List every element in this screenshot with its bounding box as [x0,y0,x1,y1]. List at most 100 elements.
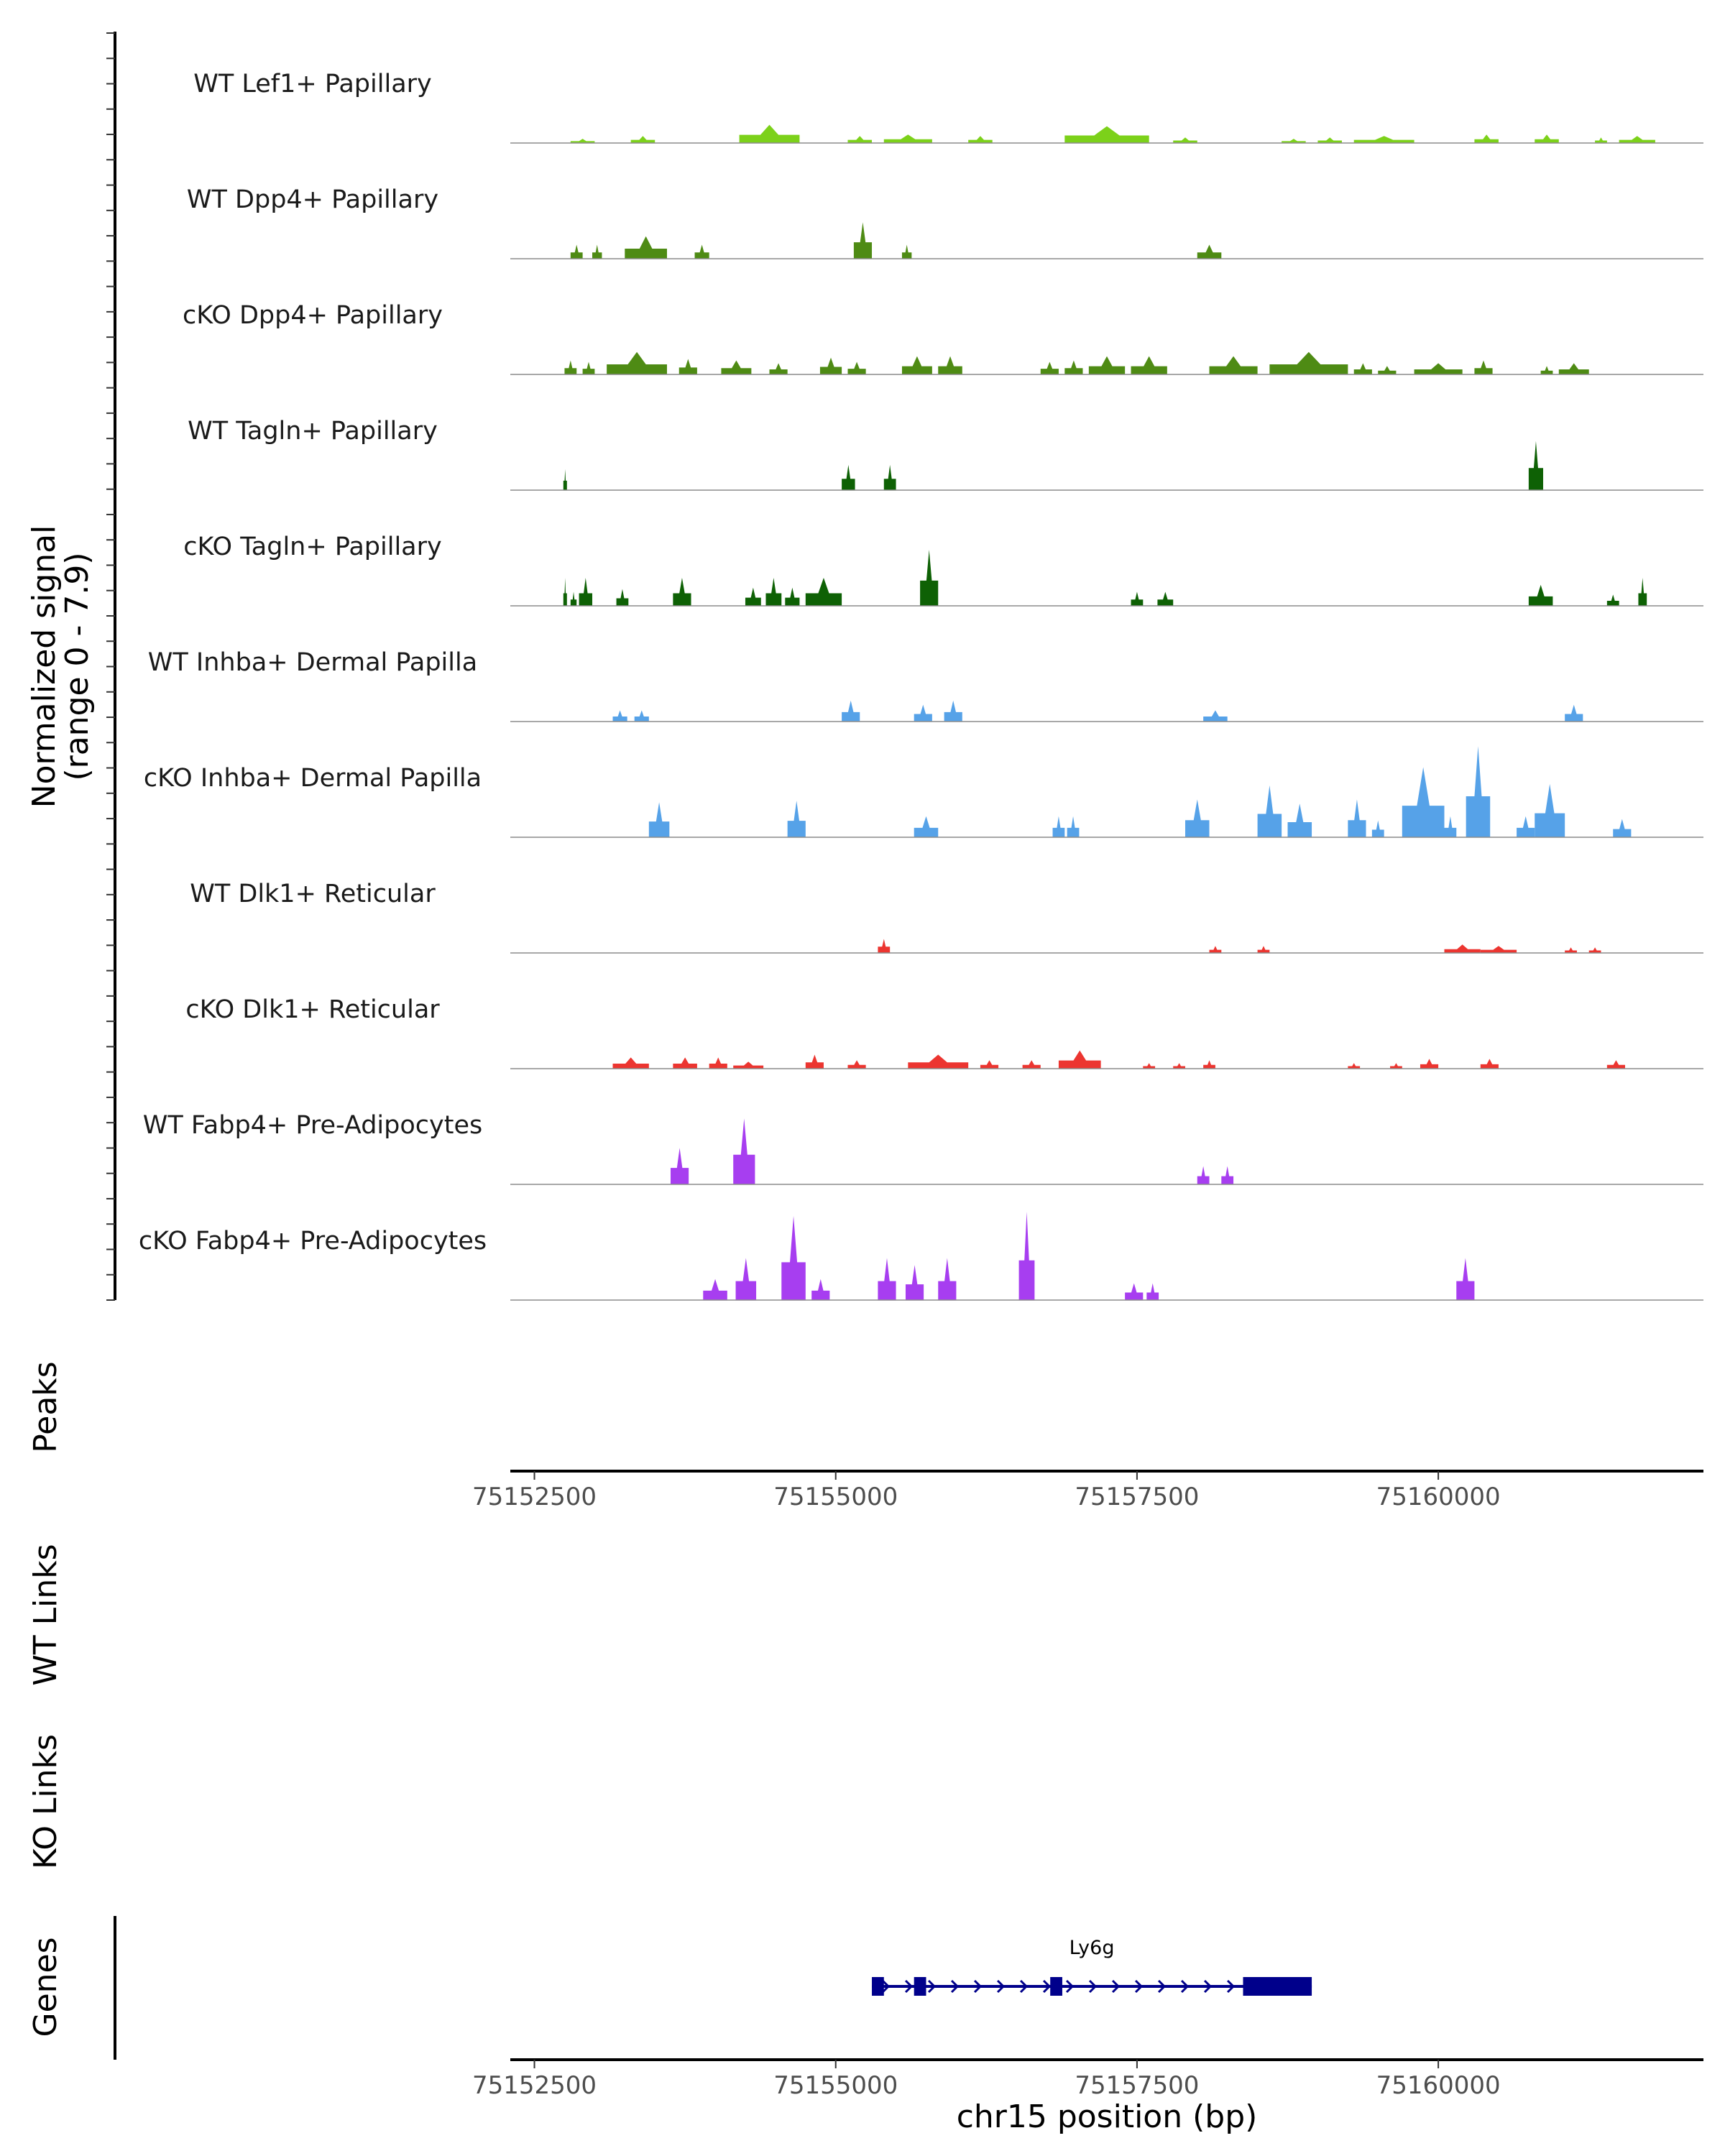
track-label: cKO Dpp4+ Papillary [183,301,443,330]
track-0: WT Lef1+ Papillary [193,70,1703,144]
signal-peak [1474,360,1493,374]
signal-peak [625,236,667,259]
signal-peak [1173,137,1197,143]
signal-peak [968,136,993,143]
track-8: cKO Dlk1+ Reticular [185,995,1703,1069]
signal-peak [1131,591,1144,606]
signal-peak [908,1054,969,1069]
signal-peak [1067,816,1080,837]
signal-peak [1040,361,1059,374]
coverage-tracks: WT Lef1+ Papillary WT Dpp4+ Papillary cKO … [139,70,1703,1301]
signal-peak [1619,136,1655,143]
signal-peak [1613,819,1632,837]
signal-peak [570,139,595,143]
signal-peak [709,1057,727,1069]
y-axis-title: Normalized signal(range 0 - 7.9) [26,525,96,808]
signal-peak [1018,1212,1035,1300]
signal-peak [1606,594,1619,606]
signal-peak [1209,356,1258,374]
strand-arrow [1226,1979,1236,1994]
signal-peak [1606,1060,1626,1069]
signal-peak [1480,946,1517,953]
signal-peak [673,578,691,606]
strand-arrow [1180,1979,1190,1994]
track-7: WT Dlk1+ Reticular [190,880,1703,954]
signal-peak [1282,139,1306,143]
gene-exon [872,1977,884,1996]
signal-peak [612,710,627,722]
track-label: cKO Dlk1+ Reticular [185,995,440,1024]
signal-peak [1390,1063,1402,1069]
signal-peak [1146,1283,1159,1300]
signal-peak [883,134,932,143]
y-axis-title-line: (range 0 - 7.9) [59,552,96,780]
x-tick-label: 75152500 [472,1483,597,1511]
signal-peak [634,710,649,722]
signal-peak [938,1258,957,1300]
signal-peak [1444,816,1457,837]
signal-peak [920,550,939,606]
signal-peak [1209,946,1222,953]
gene-exon [914,1977,926,1996]
signal-peak [805,578,842,606]
signal-peak [901,356,932,374]
gene-name-label: Ly6g [1070,1937,1115,1959]
signal-peak [1420,1059,1439,1069]
x-axis-genes: 75152500 75155000 75157500 75160000 [472,2058,1703,2100]
signal-peak [765,578,782,606]
signal-peak [980,1060,999,1069]
signal-peak [570,591,577,606]
strand-arrow [1157,1979,1167,1994]
signal-peak [1203,710,1228,722]
track-label: WT Inhba+ Dermal Papilla [148,648,477,677]
signal-peak [819,357,842,374]
track-6: cKO Inhba+ Dermal Papilla [144,746,1703,838]
signal-peak [914,704,932,722]
x-axis-peaks: 75152500 75155000 75157500 75160000 [472,1470,1703,1511]
signal-peak [1535,783,1565,837]
signal-peak [1203,1060,1215,1069]
strand-arrow [996,1979,1006,1994]
signal-peak [1638,578,1647,606]
signal-peak [811,1279,830,1300]
signal-peak [1540,366,1553,374]
signal-peak [1353,136,1414,143]
signal-peak [787,801,806,837]
signal-peak [1287,803,1312,837]
track-4: cKO Tagln+ Papillary [183,533,1703,607]
wt-links-panel-title: WT Links [27,1544,64,1685]
signal-peak [1517,816,1535,837]
signal-peak [563,469,567,490]
signal-peak [1535,134,1559,143]
x-tick-label: 75160000 [1376,2071,1501,2100]
signal-peak [739,124,800,143]
signal-peak [1064,360,1083,374]
signal-peak [733,1061,764,1069]
signal-peak [648,802,670,837]
signal-peak [733,1118,755,1184]
signal-peak [1157,591,1174,606]
y-axis-title-line: Normalized signal [26,525,63,808]
signal-peak [944,700,962,722]
x-tick-label: 75157500 [1075,2071,1199,2100]
signal-peak [1317,137,1342,143]
gene-track: Ly6g [872,1937,1312,1996]
track-3: WT Tagln+ Papillary [188,417,1703,491]
track-label: WT Dlk1+ Reticular [190,880,436,908]
signal-peak [1348,799,1366,837]
signal-peak [592,244,602,259]
signal-peak [1588,947,1601,953]
strand-arrow [1065,1979,1075,1994]
track-10: cKO Fabp4+ Pre-Adipocytes [139,1212,1703,1301]
signal-peak [671,1148,689,1184]
signal-peak [1565,947,1577,953]
signal-peak [853,222,873,259]
signal-peak [842,700,860,722]
track-5: WT Inhba+ Dermal Papilla [148,648,1703,722]
x-tick-label: 75155000 [773,1483,898,1511]
signal-peak [1197,1166,1210,1184]
ko-links-panel-title: KO Links [27,1734,64,1869]
signal-peak [1348,1063,1361,1069]
signal-peak [678,359,697,374]
signal-peak [1125,1283,1144,1300]
